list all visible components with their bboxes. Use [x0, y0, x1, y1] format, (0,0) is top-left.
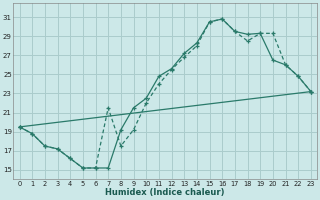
X-axis label: Humidex (Indice chaleur): Humidex (Indice chaleur) [106, 188, 225, 197]
